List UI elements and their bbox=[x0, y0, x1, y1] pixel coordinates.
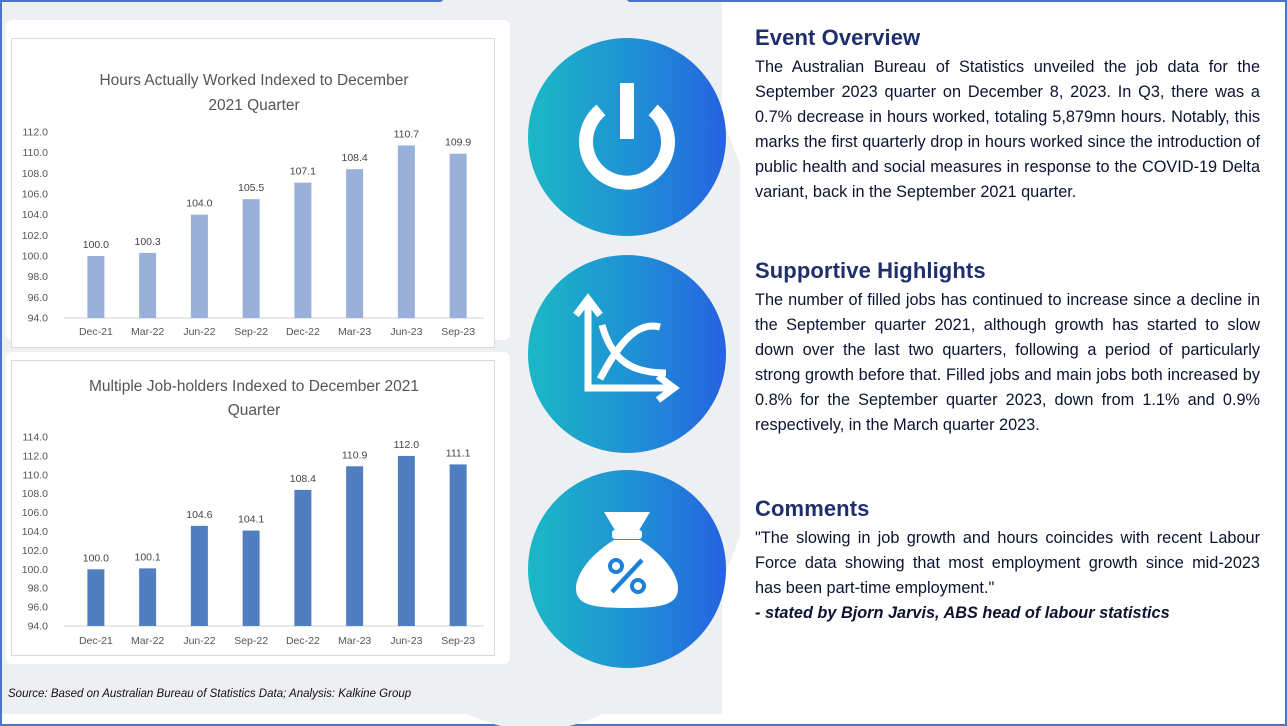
x-tick-label: Dec-21 bbox=[79, 326, 113, 338]
y-tick-label: 112.0 bbox=[23, 450, 49, 462]
data-label: 104.6 bbox=[186, 509, 212, 521]
bar bbox=[449, 153, 467, 318]
x-tick-label: Mar-22 bbox=[131, 326, 164, 338]
y-tick-label: 94.0 bbox=[28, 313, 49, 325]
x-tick-label: Sep-23 bbox=[441, 326, 475, 338]
x-tick-label: Dec-21 bbox=[79, 635, 113, 647]
money-bag-icon-circle bbox=[528, 470, 726, 668]
chart-title-line1: Multiple Job-holders Indexed to December… bbox=[89, 378, 419, 395]
data-label: 110.9 bbox=[342, 449, 368, 461]
data-label: 100.0 bbox=[83, 239, 109, 251]
data-label: 100.3 bbox=[134, 236, 160, 248]
bar bbox=[397, 145, 415, 318]
power-icon bbox=[579, 83, 675, 190]
chart-panel-multiple-jobs: Multiple Job-holders Indexed to December… bbox=[6, 352, 510, 664]
x-tick-label: Sep-22 bbox=[234, 635, 268, 647]
supportive-highlights-section: Supportive Highlights The number of fill… bbox=[755, 258, 1260, 438]
chart-hours-worked: Hours Actually Worked Indexed to Decembe… bbox=[11, 38, 495, 348]
y-tick-label: 94.0 bbox=[28, 621, 49, 633]
data-label: 105.5 bbox=[238, 182, 264, 194]
y-tick-label: 98.0 bbox=[28, 583, 49, 595]
bar bbox=[449, 464, 467, 626]
data-label: 110.7 bbox=[394, 128, 420, 140]
chart-panel-hours: Hours Actually Worked Indexed to Decembe… bbox=[6, 20, 510, 348]
data-label: 104.0 bbox=[186, 198, 212, 210]
x-tick-label: Sep-23 bbox=[441, 635, 475, 647]
x-tick-label: Mar-23 bbox=[338, 635, 371, 647]
y-tick-label: 106.0 bbox=[22, 189, 48, 201]
bar bbox=[139, 252, 157, 318]
event-overview-heading: Event Overview bbox=[755, 25, 921, 50]
y-tick-label: 112.0 bbox=[23, 127, 49, 139]
chart-curve-icon bbox=[573, 293, 680, 403]
bar bbox=[294, 489, 312, 626]
supportive-highlights-heading: Supportive Highlights bbox=[755, 258, 986, 283]
source-note: Source: Based on Australian Bureau of St… bbox=[8, 688, 412, 700]
event-overview-body: The Australian Bureau of Statistics unve… bbox=[755, 58, 1260, 201]
chart-multiple-job-holders: Multiple Job-holders Indexed to December… bbox=[11, 360, 495, 656]
bar bbox=[139, 568, 157, 626]
money-bag-percent-icon bbox=[576, 512, 678, 608]
data-label: 108.4 bbox=[341, 152, 367, 164]
data-label: 112.0 bbox=[394, 439, 420, 451]
comments-section: Comments "The slowing in job growth and … bbox=[755, 496, 1260, 626]
bar bbox=[397, 455, 415, 626]
comments-attribution: - stated by Bjorn Jarvis, ABS head of la… bbox=[755, 604, 1170, 622]
y-tick-label: 102.0 bbox=[22, 230, 48, 242]
data-label: 100.0 bbox=[83, 552, 109, 564]
event-overview-section: Event Overview The Australian Bureau of … bbox=[755, 25, 1260, 205]
y-tick-label: 100.0 bbox=[22, 251, 48, 263]
bar bbox=[87, 256, 105, 318]
data-label: 109.9 bbox=[445, 137, 471, 149]
y-tick-label: 114.0 bbox=[23, 432, 49, 444]
y-tick-label: 108.0 bbox=[22, 488, 48, 500]
x-tick-label: Dec-22 bbox=[286, 635, 320, 647]
chart-curve-icon-circle bbox=[528, 255, 726, 453]
x-tick-label: Mar-22 bbox=[131, 635, 164, 647]
y-tick-label: 96.0 bbox=[28, 292, 49, 304]
data-label: 108.4 bbox=[290, 473, 316, 485]
x-tick-label: Jun-22 bbox=[183, 635, 215, 647]
y-tick-label: 110.0 bbox=[23, 147, 49, 159]
x-tick-label: Jun-23 bbox=[390, 326, 422, 338]
bar bbox=[190, 525, 208, 626]
comments-heading: Comments bbox=[755, 496, 870, 521]
supportive-highlights-body: The number of filled jobs has continued … bbox=[755, 291, 1260, 434]
data-label: 107.1 bbox=[290, 166, 316, 178]
chart-title-line1: Hours Actually Worked Indexed to Decembe… bbox=[99, 72, 408, 89]
bar bbox=[294, 182, 312, 318]
x-tick-label: Mar-23 bbox=[338, 326, 371, 338]
y-tick-label: 106.0 bbox=[22, 507, 48, 519]
bar bbox=[190, 214, 208, 318]
y-tick-label: 110.0 bbox=[23, 469, 49, 481]
x-tick-label: Jun-22 bbox=[183, 326, 215, 338]
y-tick-label: 108.0 bbox=[22, 168, 48, 180]
right-background bbox=[740, 2, 1283, 714]
y-tick-label: 102.0 bbox=[22, 545, 48, 557]
data-label: 100.1 bbox=[134, 551, 160, 563]
chart-title-line2: Quarter bbox=[228, 402, 281, 419]
bar bbox=[346, 466, 364, 626]
data-label: 111.1 bbox=[446, 447, 471, 459]
bar bbox=[346, 169, 364, 318]
chart-hours-worked-svg: Hours Actually Worked Indexed to Decembe… bbox=[22, 72, 484, 338]
y-tick-label: 96.0 bbox=[28, 602, 49, 614]
x-tick-label: Dec-22 bbox=[286, 326, 320, 338]
comments-quote: "The slowing in job growth and hours coi… bbox=[755, 529, 1260, 597]
y-tick-label: 100.0 bbox=[22, 564, 48, 576]
chart-multiple-job-holders-svg: Multiple Job-holders Indexed to December… bbox=[22, 378, 484, 647]
data-label: 104.1 bbox=[238, 514, 264, 526]
y-tick-label: 104.0 bbox=[22, 209, 48, 221]
bar bbox=[87, 569, 105, 626]
x-tick-label: Sep-22 bbox=[234, 326, 268, 338]
y-tick-label: 98.0 bbox=[28, 271, 49, 283]
x-tick-label: Jun-23 bbox=[390, 635, 422, 647]
bar bbox=[242, 530, 260, 626]
bar bbox=[242, 199, 260, 318]
chart-title-line2: 2021 Quarter bbox=[208, 97, 299, 114]
power-icon-circle bbox=[528, 38, 726, 236]
y-tick-label: 104.0 bbox=[22, 526, 48, 538]
